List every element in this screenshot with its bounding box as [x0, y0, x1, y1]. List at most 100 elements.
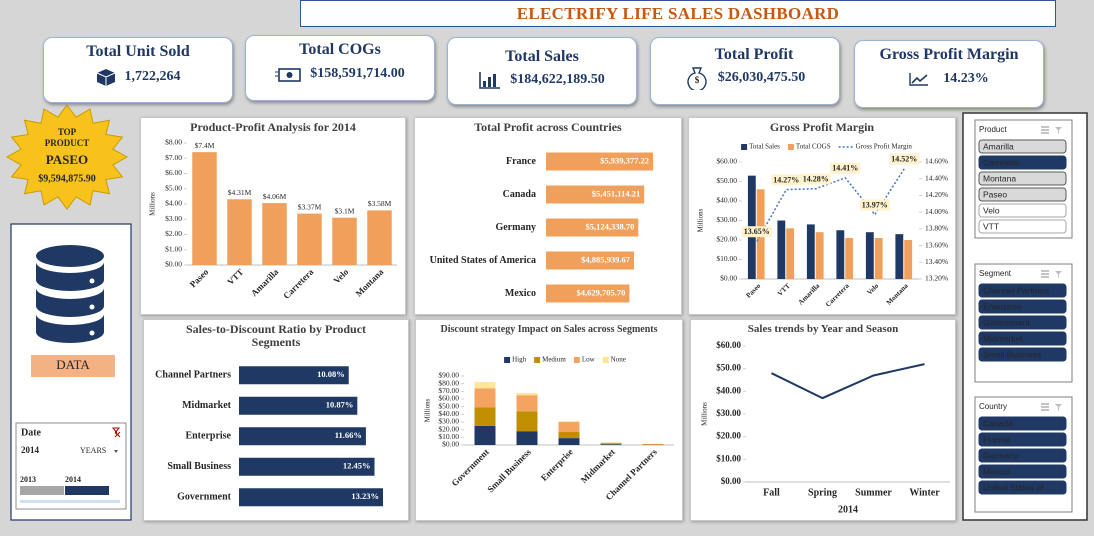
slicer-item-label[interactable]: Enterprise — [983, 301, 1022, 311]
legend: High Medium Low None — [504, 356, 626, 364]
bar-segment — [558, 431, 580, 439]
bar — [239, 396, 358, 415]
slicer-item-label[interactable]: Germany — [983, 450, 1019, 460]
bar — [239, 488, 383, 507]
bar — [227, 199, 252, 265]
slicer-item[interactable] — [978, 464, 1067, 479]
y-tick-label: Canada — [503, 189, 536, 200]
data-label: $3.1M — [335, 206, 355, 215]
clear-filter-icon[interactable] — [1055, 271, 1062, 278]
y-tick-label: $40.00 — [716, 196, 737, 205]
data-button[interactable] — [31, 355, 115, 377]
bar-segment — [516, 411, 538, 432]
bar — [806, 224, 815, 279]
bar — [332, 217, 357, 265]
y-tick-label: $0.00 — [442, 440, 459, 449]
slicer-item[interactable] — [978, 432, 1067, 447]
slicer-item[interactable] — [978, 139, 1067, 154]
slicer-item[interactable] — [978, 331, 1067, 346]
y-tick-label: $50.00 — [716, 176, 737, 185]
slicer-item[interactable] — [978, 155, 1067, 170]
multi-select-icon[interactable] — [1041, 126, 1049, 134]
slicer-item-label[interactable]: VTT — [983, 221, 999, 231]
kpi-card: Total Unit Sold 1,722,264 — [43, 37, 233, 103]
bar — [546, 251, 635, 270]
data-label: 10.08% — [317, 369, 345, 379]
slicer-item[interactable] — [978, 299, 1067, 314]
slicer-item-label[interactable]: Canada — [983, 418, 1013, 428]
multi-select-icon[interactable] — [1041, 403, 1049, 411]
slicer-item-label[interactable]: Montana — [983, 173, 1016, 183]
chart-title: Total Profit across Countries — [474, 120, 622, 134]
date-slicer-level[interactable]: YEARS — [80, 446, 106, 455]
y-tick-label: $8.00 — [165, 138, 182, 147]
clear-filter-icon[interactable] — [111, 427, 121, 438]
slicer-item-label[interactable]: Carretera — [983, 157, 1019, 167]
y-tick-label: $20.00 — [716, 431, 741, 441]
slicer-item[interactable] — [978, 448, 1067, 463]
data-label: 11.66% — [335, 430, 362, 440]
badge-value: $9,594,875.90 — [38, 173, 96, 184]
x-tick-label: Midmarket — [579, 447, 617, 485]
slicer-item[interactable] — [978, 203, 1067, 218]
legend-label: Low — [582, 356, 596, 364]
svg-text:$: $ — [695, 75, 700, 85]
y-tick-label: $10.00 — [438, 432, 459, 441]
x-tick-label: Enterprise — [539, 447, 575, 483]
data-label: $7.4M — [195, 141, 215, 150]
slicer-item-label[interactable]: United States of ... — [983, 482, 1053, 492]
x-tick-label: Paseo — [745, 282, 763, 300]
slicer-item[interactable] — [978, 187, 1067, 202]
timeline-bar[interactable] — [65, 486, 109, 495]
y-tick-label: Channel Partners — [155, 370, 231, 381]
x-tick-label: Velo — [332, 266, 351, 285]
chart-panel: Sales-to-Discount Ratio by Product Segme… — [143, 319, 409, 521]
y-tick-label: $0.00 — [721, 476, 742, 486]
data-label: $5,451,114.21 — [592, 188, 640, 198]
slicer-item[interactable] — [978, 347, 1067, 362]
bar-segment — [642, 443, 664, 445]
slicer-item-label[interactable]: Velo — [983, 205, 1000, 215]
slicer-item[interactable] — [978, 171, 1067, 186]
y2-tick-label: 14.40% — [925, 173, 948, 182]
slicer-item-label[interactable]: Channel Partners — [983, 285, 1049, 295]
slicer-item-label[interactable]: Small Business — [983, 349, 1041, 359]
timeline-scrollbar[interactable] — [20, 500, 120, 503]
bar — [546, 185, 645, 204]
y-tick-label: $10.00 — [716, 254, 737, 263]
slicer-title: Country — [979, 402, 1007, 411]
dropdown-arrow[interactable] — [114, 450, 118, 453]
chart-title: Gross Profit Margin — [769, 120, 875, 134]
multi-select-icon[interactable] — [1041, 270, 1049, 278]
slicer-item-label[interactable]: Midmarket — [983, 333, 1023, 343]
slicer-item-label[interactable]: Government — [983, 317, 1030, 327]
slicer-item[interactable] — [978, 219, 1067, 234]
slicer-item[interactable] — [978, 416, 1067, 431]
data-button-label[interactable]: DATA — [56, 357, 90, 372]
clear-filter-icon[interactable] — [1055, 404, 1062, 411]
slicer-item-label[interactable]: Paseo — [983, 189, 1007, 199]
y2-tick-label: 13.80% — [925, 224, 948, 233]
slicer-item-label[interactable]: Amarilla — [983, 141, 1014, 151]
data-label: 13.65% — [744, 227, 770, 236]
x-tick-label: Amarilla — [249, 266, 281, 298]
y-axis-title: Millions — [697, 208, 705, 232]
slicer-item-label[interactable]: Mexico — [983, 466, 1010, 476]
timeline-bar[interactable] — [20, 486, 64, 495]
x-tick-label: VTT — [225, 267, 245, 287]
slicer-item-label[interactable]: France — [983, 434, 1010, 444]
slicer-item[interactable] — [978, 315, 1067, 330]
bar-segment — [474, 407, 496, 426]
y2-tick-label: 14.60% — [925, 157, 948, 166]
clear-filter-icon[interactable] — [1055, 127, 1062, 134]
x-tick-label: Summer — [855, 487, 892, 498]
kpi-card: Total Sales $184,622,189.50 — [447, 37, 637, 105]
data-label-bg — [771, 174, 802, 186]
y2-tick-label: 13.40% — [925, 257, 948, 266]
bar — [239, 427, 366, 446]
chart-title: Sales-to-Discount Ratio by Product Segme… — [185, 322, 367, 349]
slicer-item[interactable] — [978, 480, 1067, 495]
badge-product: PASEO — [46, 152, 88, 167]
slicer-item[interactable] — [978, 283, 1067, 298]
